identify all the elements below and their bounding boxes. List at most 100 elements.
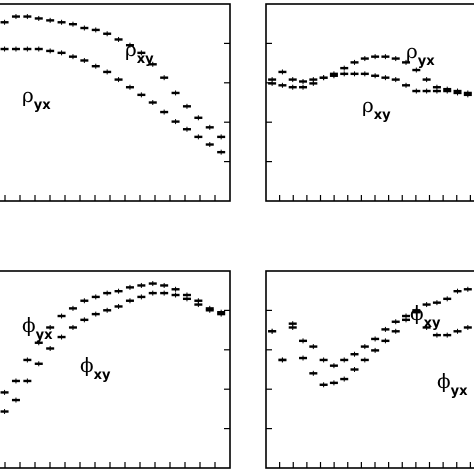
data-point [381,54,390,60]
series-label: ϕxy [80,353,111,383]
series-label: ρyx [406,39,435,69]
data-point [57,19,66,25]
data-point [350,351,359,357]
data-point [0,409,9,415]
data-point [46,324,55,330]
data-point [57,50,66,56]
data-point [463,286,472,292]
data-point [278,357,287,363]
data-point [412,309,421,315]
data-point [432,332,441,338]
data-point [371,347,380,353]
data-point [57,334,66,340]
data-point [125,284,134,290]
data-point [360,71,369,77]
data-point [125,42,134,48]
data-point [103,69,112,75]
data-point [350,367,359,372]
data-point [171,292,180,298]
data-point [381,326,390,332]
data-point [148,290,157,296]
data-point [217,149,226,155]
data-point [34,46,43,52]
data-point [23,357,32,363]
data-point [11,46,20,52]
series-label-subscript: yx [36,328,53,343]
data-point [432,88,441,94]
data-point [288,84,297,90]
data-point [381,75,390,81]
data-point [402,59,411,65]
data-point [57,313,66,319]
data-point [432,300,441,306]
data-point [80,57,89,63]
data-point [171,90,180,96]
data-point [80,25,89,31]
series-label-subscript: xy [94,368,111,383]
series-label-subscript: xy [424,316,441,331]
data-point [137,282,146,288]
data-point [402,82,411,88]
data-point [422,302,431,308]
data-point [422,324,431,330]
data-point [114,36,123,42]
series-label: ρxy [362,93,391,123]
data-point [0,19,9,25]
data-point [217,311,226,317]
data-point [412,67,421,73]
data-point [453,88,462,94]
data-point [443,296,452,302]
data-point [340,376,349,382]
data-point [350,71,359,77]
data-point [319,357,328,363]
data-point [114,77,123,83]
data-point [360,357,369,363]
data-point [205,307,214,313]
data-point [205,124,214,130]
data-point [371,73,380,79]
series-label: ϕyx [22,313,53,343]
data-point [11,397,20,403]
data-point [329,380,338,386]
data-point [46,345,55,351]
data-point [160,109,169,115]
data-point [23,14,32,20]
data-point [412,88,421,94]
data-point [391,56,400,62]
data-point [329,363,338,369]
data-point [278,69,287,75]
data-point [11,14,20,20]
data-point [171,119,180,125]
series-label-subscript: xy [137,52,154,67]
data-point [205,142,214,148]
data-point [148,100,157,105]
data-point [103,290,112,296]
data-point [391,328,400,334]
data-point [422,88,431,94]
data-point [103,31,112,37]
data-point [23,378,32,384]
data-point [0,46,9,52]
data-point [463,90,472,96]
data-point [171,286,180,292]
data-point [299,338,308,344]
data-point [182,103,191,109]
data-point [217,134,226,140]
data-point [68,324,77,330]
data-point [453,328,462,334]
data-point [350,59,359,65]
data-point [299,78,308,84]
data-point [340,357,349,363]
data-point [0,389,9,395]
data-point [160,282,169,288]
data-point [381,338,390,344]
data-point [182,296,191,302]
data-point [319,382,328,388]
data-point [11,378,20,384]
data-point [309,370,318,376]
data-point [34,361,43,367]
data-point [371,336,380,342]
data-point [137,294,146,300]
data-point [68,21,77,27]
